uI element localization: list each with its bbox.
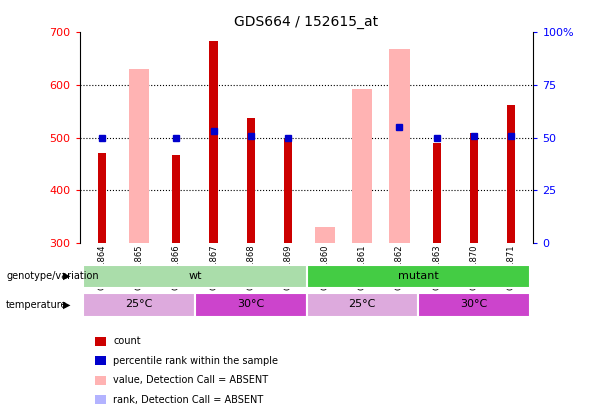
Text: genotype/variation: genotype/variation [6,271,99,281]
Text: mutant: mutant [398,271,438,281]
Bar [83,293,195,317]
Text: 30°C: 30°C [460,299,487,309]
Bar [284,139,292,243]
Text: ▶: ▶ [63,271,70,281]
Bar [418,293,530,317]
Bar [352,89,373,243]
Bar [172,155,180,243]
Bar [315,227,335,243]
Bar [389,49,409,243]
Title: GDS664 / 152615_at: GDS664 / 152615_at [234,15,379,29]
Text: 30°C: 30°C [237,299,264,309]
Bar [210,41,218,243]
Bar [507,105,515,243]
Text: ▶: ▶ [63,300,70,309]
Bar [195,293,306,317]
Bar [98,153,106,243]
Text: value, Detection Call = ABSENT: value, Detection Call = ABSENT [113,375,268,385]
Bar [246,118,255,243]
Text: 25°C: 25°C [126,299,153,309]
Text: percentile rank within the sample: percentile rank within the sample [113,356,278,366]
Text: temperature: temperature [6,300,67,309]
Text: 25°C: 25°C [349,299,376,309]
Text: count: count [113,336,141,346]
Bar [306,293,418,317]
Text: rank, Detection Call = ABSENT: rank, Detection Call = ABSENT [113,394,264,405]
Bar [129,69,150,243]
Bar [306,264,530,288]
Text: wt: wt [188,271,202,281]
Bar [83,264,306,288]
Bar [470,134,478,243]
Bar [433,143,441,243]
